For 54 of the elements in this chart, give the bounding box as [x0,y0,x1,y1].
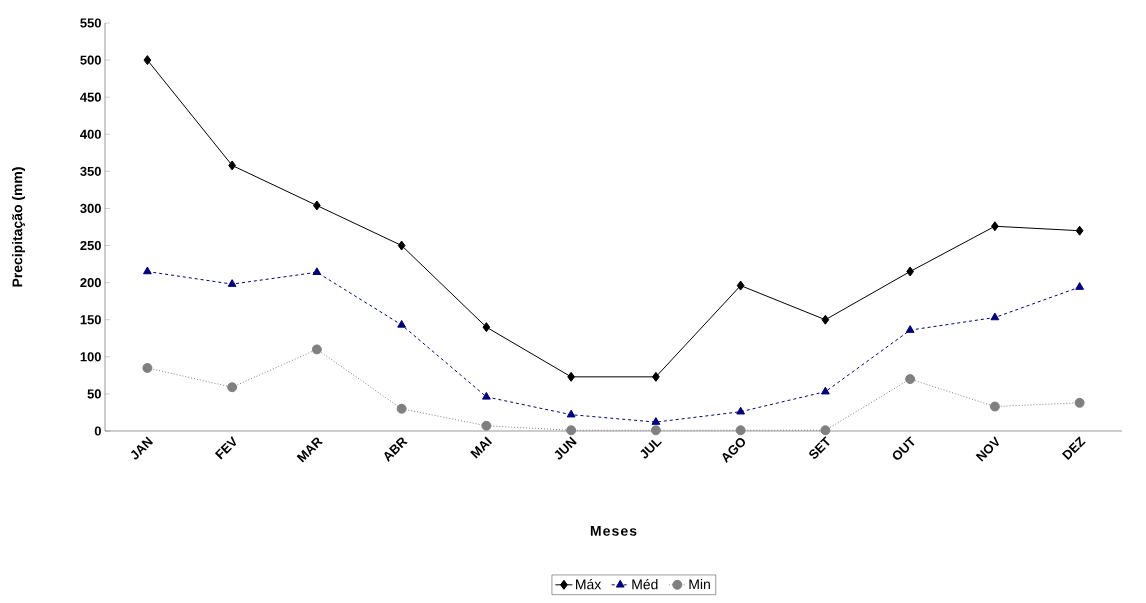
point [1075,225,1084,236]
point [990,312,1000,321]
y-tick-label: 250 [80,240,101,251]
point [482,391,491,400]
point [906,266,914,277]
point [1075,282,1085,290]
legend-label: Min [689,579,710,590]
point [313,200,321,211]
y-tick-label: 150 [80,315,101,325]
y-tick-label: 400 [80,129,101,139]
x-tick-label: JUL [640,439,662,459]
legend-label: Méd [632,578,658,590]
point [143,55,152,66]
point [227,279,237,287]
point [142,266,152,275]
point [228,160,236,171]
point [567,371,575,382]
point [142,362,153,373]
y-tick-label: 100 [80,352,101,362]
y-tick-label: 500 [80,55,101,65]
legend-label: Máx [576,578,602,590]
point [652,371,660,382]
y-tick-label: 50 [87,389,101,399]
point [821,314,830,325]
point [312,267,322,275]
y-tick-label: 300 [80,203,101,214]
point [989,401,1000,412]
y-axis-title: Precipitação (mm) [12,167,26,287]
y-tick-label: 350 [80,166,101,176]
point [650,425,661,436]
point [905,325,915,333]
point [311,344,322,355]
point [481,420,492,431]
y-tick-label: 0 [94,426,101,436]
point [566,425,577,436]
y-tick-label: 450 [80,92,101,102]
point [736,280,745,291]
point [651,417,661,425]
point [735,425,746,436]
point [482,322,491,333]
point [820,425,831,436]
x-axis-title: Meses [590,526,637,536]
y-tick-label: 200 [80,278,101,288]
y-tick-label: 550 [80,18,101,28]
point [821,386,830,395]
point [905,374,916,385]
point [991,221,999,232]
point [1074,397,1085,408]
point [397,240,406,251]
point [736,406,746,415]
point [397,319,407,328]
point [396,403,407,414]
point [566,409,576,418]
point [227,382,238,393]
